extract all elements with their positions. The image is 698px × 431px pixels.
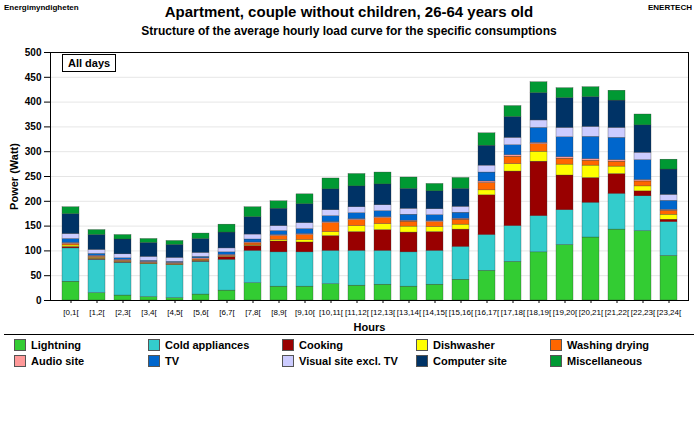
svg-text:[22,23[: [22,23[ (631, 308, 656, 317)
svg-text:[3,4[: [3,4[ (141, 308, 157, 317)
svg-text:[1,2[: [1,2[ (89, 308, 105, 317)
svg-text:150: 150 (25, 220, 42, 231)
svg-text:[21,22[: [21,22[ (605, 308, 630, 317)
svg-text:0: 0 (36, 295, 42, 306)
svg-text:[9,10[: [9,10[ (295, 308, 316, 317)
svg-text:[8,9[: [8,9[ (271, 308, 287, 317)
svg-text:[2,3[: [2,3[ (115, 308, 131, 317)
html-text:Cooking: Cooking (299, 339, 343, 351)
svg-text:[20,21[: [20,21[ (579, 308, 604, 317)
svg-text:[0,1[: [0,1[ (63, 308, 79, 317)
svg-text:[6,7[: [6,7[ (219, 308, 235, 317)
html-text:Energimyndigheten: Energimyndigheten (4, 3, 79, 12)
html-text:Dishwasher: Dishwasher (433, 339, 495, 351)
html-text:Miscellaneous: Miscellaneous (567, 355, 643, 367)
svg-text:250: 250 (25, 171, 42, 182)
svg-text:100: 100 (25, 245, 42, 256)
svg-text:[10,11[: [10,11[ (319, 308, 344, 317)
html-text:Visual site excl. TV: Visual site excl. TV (299, 355, 398, 367)
svg-text:[12,13[: [12,13[ (371, 308, 396, 317)
html-text:Audio site: Audio site (31, 355, 85, 367)
svg-text:Hours: Hours (354, 321, 386, 333)
svg-text:[18,19[: [18,19[ (527, 308, 552, 317)
svg-text:[11,12[: [11,12[ (345, 308, 370, 317)
svg-text:[4,5[: [4,5[ (167, 308, 183, 317)
svg-text:[7,8[: [7,8[ (245, 308, 261, 317)
svg-text:500: 500 (25, 47, 42, 58)
svg-text:[23,24[: [23,24[ (657, 308, 682, 317)
svg-text:50: 50 (30, 270, 42, 281)
html-text:Washing drying: Washing drying (567, 339, 650, 351)
html-text:Cold appliances: Cold appliances (165, 339, 250, 351)
svg-text:[13,14[: [13,14[ (397, 308, 422, 317)
svg-text:Power (Watt): Power (Watt) (8, 143, 20, 210)
html-text:Lightning: Lightning (31, 339, 82, 351)
svg-text:200: 200 (25, 196, 42, 207)
svg-text:[15,16[: [15,16[ (449, 308, 474, 317)
html-text:TV: TV (165, 355, 180, 367)
html-text:Structure of the average hourl: Structure of the average hourly load cur… (141, 24, 557, 38)
svg-text:[19,20[: [19,20[ (553, 308, 578, 317)
svg-text:300: 300 (25, 146, 42, 157)
html-text:Computer site: Computer site (433, 355, 507, 367)
svg-text:[16,17[: [16,17[ (475, 308, 500, 317)
svg-text:[14,15[: [14,15[ (423, 308, 448, 317)
svg-text:[5,6[: [5,6[ (193, 308, 209, 317)
svg-text:[17,18[: [17,18[ (501, 308, 526, 317)
html-text:Apartment, couple without chil: Apartment, couple without children, 26-6… (164, 3, 534, 20)
svg-text:350: 350 (25, 121, 42, 132)
html-text:All days: All days (68, 57, 111, 69)
svg-text:400: 400 (25, 96, 42, 107)
html-text:ENERTECH: ENERTECH (648, 3, 692, 12)
svg-text:450: 450 (25, 72, 42, 83)
